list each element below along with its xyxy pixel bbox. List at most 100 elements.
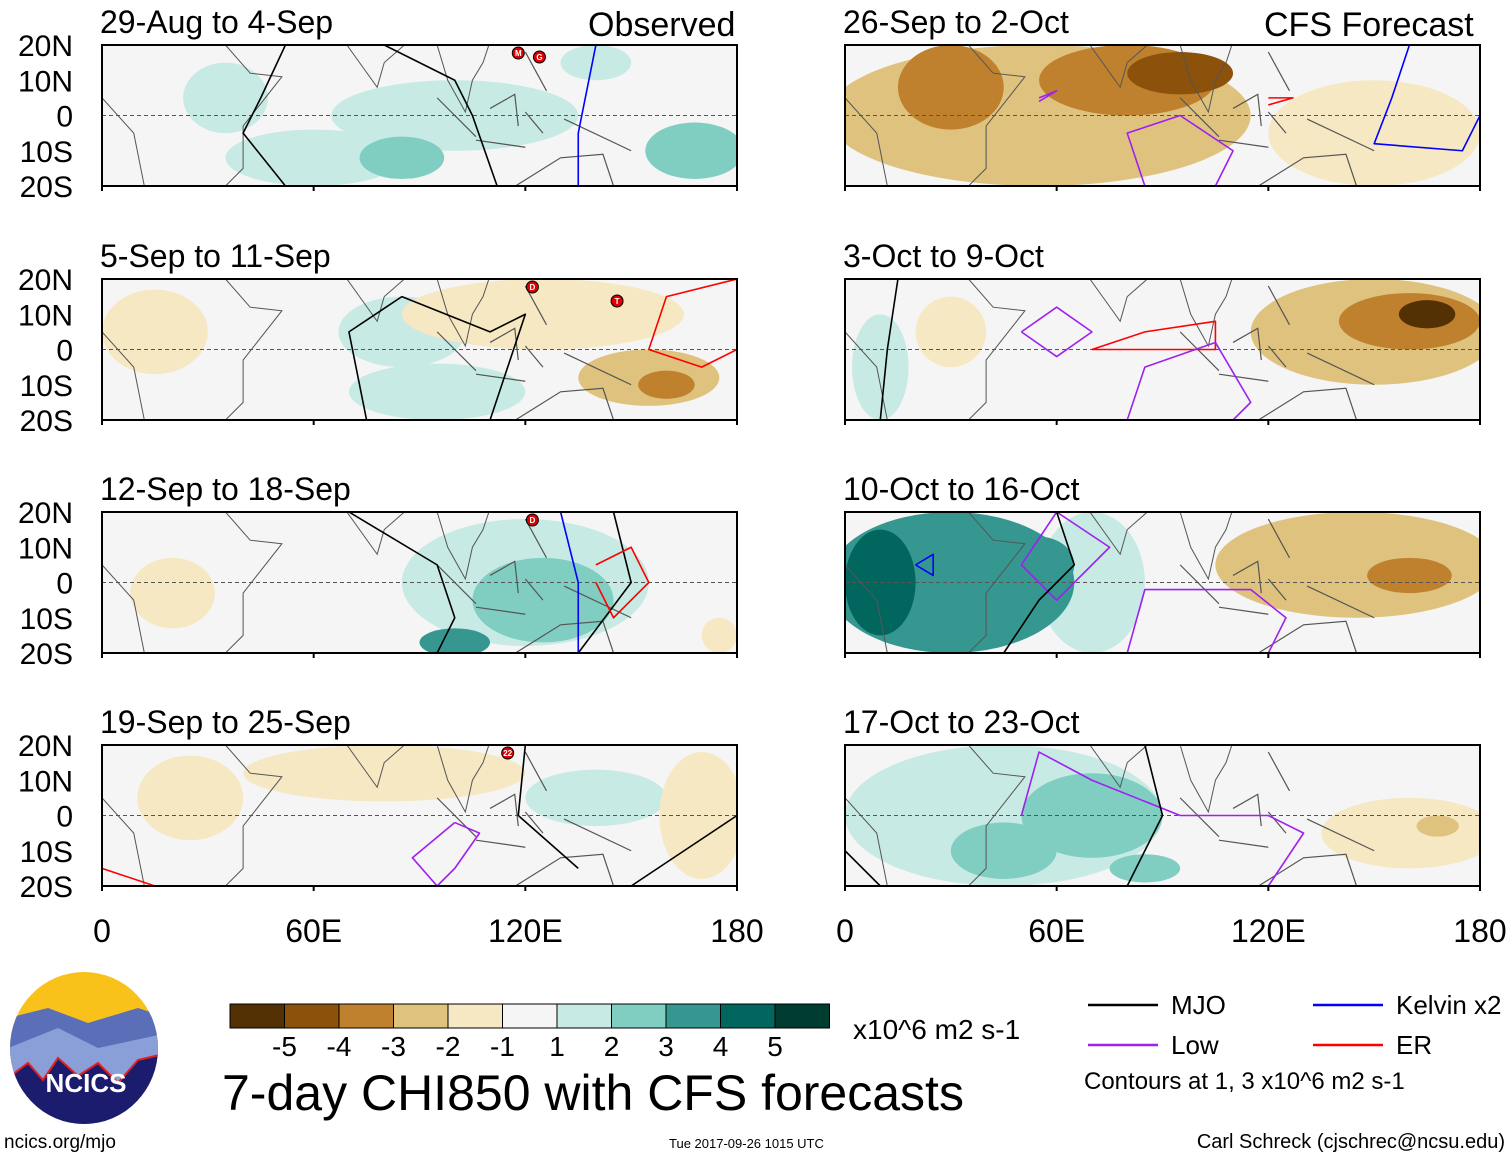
- legend-label: Kelvin x2: [1396, 990, 1502, 1020]
- colorbar-swatch: [665, 1003, 721, 1029]
- contour-low: [1126, 114, 1234, 186]
- forecast-label: CFS Forecast: [1264, 6, 1474, 44]
- colorbar-tick-label: 1: [549, 1031, 565, 1062]
- colorbar: -5 -4 -3 -2 -1 1 2 3 4 5: [229, 1003, 830, 1062]
- anomaly-region: [243, 745, 526, 802]
- contour-low: [1038, 90, 1058, 103]
- contour-low: [1126, 341, 1252, 420]
- colorbar-swatch: [502, 1003, 558, 1029]
- panel-frame: [101, 744, 738, 887]
- africa-coastline: [845, 45, 1026, 186]
- africa-coastline: [102, 45, 283, 186]
- y-tick-label: 20N: [18, 30, 73, 63]
- legend-label: MJO: [1171, 990, 1226, 1020]
- x-tick-label: 180: [1453, 913, 1506, 949]
- y-tick-label: 0: [56, 801, 73, 834]
- panel-title: 29-Aug to 4-Sep: [100, 4, 333, 40]
- y-tick-label: 10N: [18, 299, 73, 332]
- panel-frame: [101, 44, 738, 187]
- asia-coastline: [1089, 45, 1233, 114]
- legend-label: Low: [1171, 1030, 1219, 1060]
- africa-coastline: [845, 512, 1026, 653]
- panel-title: 12-Sep to 18-Sep: [100, 471, 351, 507]
- legend-label: ER: [1396, 1030, 1432, 1060]
- storm-icon: [610, 294, 624, 308]
- anomaly-region: [701, 617, 737, 653]
- colorbar-tick-label: 5: [767, 1031, 783, 1062]
- url-link[interactable]: ncics.org/mjo: [4, 1132, 116, 1153]
- maritime-continent-coastline: [436, 285, 632, 420]
- figure-title: 7-day CHI850 with CFS forecasts: [222, 1065, 964, 1121]
- contour-mjo: [630, 814, 737, 886]
- anomaly-region: [1003, 536, 1075, 594]
- asia-coastline: [1089, 745, 1233, 814]
- anomaly-region: [183, 62, 268, 134]
- panel-title: 19-Sep to 25-Sep: [100, 704, 351, 740]
- colorbar-tick-label: -1: [490, 1031, 515, 1062]
- x-tick-label: 0: [836, 913, 854, 949]
- maritime-continent-coastline: [1179, 285, 1375, 420]
- panel-frame: [844, 744, 1481, 887]
- contour-er: [102, 867, 156, 886]
- anomaly-region: [472, 557, 614, 643]
- contour-mjo: [879, 279, 899, 420]
- maritime-continent-coastline: [436, 751, 632, 886]
- asia-coastline: [346, 745, 490, 814]
- x-tick-label: 60E: [285, 913, 342, 949]
- anomaly-region: [359, 136, 445, 179]
- colorbar-tick-label: -5: [272, 1031, 297, 1062]
- logo-text: NCICS: [46, 1068, 127, 1098]
- y-tick-label: 10S: [20, 370, 73, 403]
- anomaly-region: [102, 289, 208, 375]
- panel-content: [845, 279, 1480, 420]
- y-tick-label: 20S: [20, 871, 73, 904]
- colorbar-swatch: [611, 1003, 667, 1029]
- anomaly-region: [897, 45, 1004, 130]
- y-tick-label: 0: [56, 335, 73, 368]
- africa-coastline: [845, 745, 1026, 886]
- y-tick-label: 0: [56, 101, 73, 134]
- storm-label: D: [529, 516, 535, 525]
- storm-icon: [501, 746, 515, 760]
- contour-er: [595, 546, 650, 619]
- africa-coastline: [102, 512, 283, 653]
- panel-frame: [101, 278, 738, 421]
- legend-note: Contours at 1, 3 x10^6 m2 s-1: [1084, 1068, 1405, 1095]
- storm-icon: [532, 50, 546, 64]
- y-tick-label: 10S: [20, 836, 73, 869]
- storm-label: 22: [503, 749, 512, 758]
- anomaly-region: [130, 557, 215, 629]
- panel-content: [845, 45, 1480, 186]
- anomaly-region: [852, 314, 909, 420]
- contour-kelvin: [1373, 45, 1480, 152]
- y-tick-label: 10S: [20, 136, 73, 169]
- y-tick-label: 10N: [18, 65, 73, 98]
- asia-coastline: [346, 45, 490, 114]
- storm-icon: [525, 513, 539, 527]
- anomaly-region: [137, 755, 244, 841]
- anomaly-region: [225, 129, 402, 186]
- y-tick-label: 20S: [20, 171, 73, 204]
- anomaly-region: [525, 769, 667, 827]
- colorbar-tick-label: 4: [713, 1031, 729, 1062]
- colorbar-swatch: [774, 1003, 830, 1029]
- contour-mjo: [577, 512, 632, 653]
- asia-coastline: [1089, 279, 1233, 348]
- legend: MJO Kelvin x2 Low ER: [1088, 990, 1502, 1060]
- panel-frame: [844, 511, 1481, 654]
- anomaly-region: [645, 122, 737, 179]
- map-panel: 3-Oct to 9-Oct: [843, 238, 1481, 425]
- africa-coastline: [845, 279, 1026, 420]
- africa-coastline: [102, 745, 283, 886]
- anomaly-region: [950, 822, 1057, 879]
- contour-low: [1020, 512, 1111, 601]
- contour-er: [648, 279, 737, 368]
- maritime-continent-coastline: [1179, 518, 1375, 653]
- contour-mjo: [383, 45, 498, 186]
- contour-low: [1126, 588, 1287, 653]
- panel-frame: [101, 511, 738, 654]
